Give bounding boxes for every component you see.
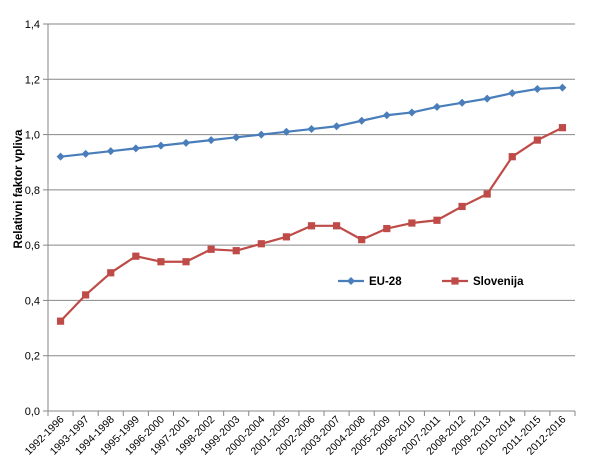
data-point [458, 98, 467, 107]
data-point [207, 245, 215, 253]
data-point [483, 190, 491, 198]
data-point [508, 89, 517, 98]
data-point [357, 116, 366, 125]
data-point [508, 153, 516, 161]
axes [43, 23, 576, 416]
y-tick-label: 0,0 [25, 406, 40, 418]
y-tick-label: 1,2 [25, 74, 40, 86]
data-point [182, 138, 191, 147]
data-point [332, 122, 341, 131]
data-point [307, 222, 316, 230]
data-point [282, 233, 291, 241]
data-point [483, 94, 492, 103]
series-1 [56, 83, 567, 161]
legend-label: EU-28 [369, 276, 402, 288]
data-point [82, 291, 90, 299]
x-tick-labels: 1992-19961993-19971994-19981995-19991996… [23, 414, 569, 458]
y-tick-label: 0,4 [25, 295, 40, 307]
y-tick-label: 0,2 [25, 351, 40, 363]
data-point [282, 127, 291, 136]
data-point [332, 222, 341, 230]
data-point [558, 124, 567, 132]
data-point [432, 102, 441, 111]
data-point [408, 219, 416, 227]
y-tick-labels: 0,0 0,2 0,4 0,6 0,8 1,0 1,2 1,4 [25, 19, 40, 418]
data-point [131, 144, 140, 153]
y-axis-label: Relativni faktor vpliva [13, 129, 25, 248]
data-point [533, 136, 541, 144]
data-point [106, 147, 115, 156]
data-point [533, 84, 542, 93]
legend: EU-28 Slovenija [338, 276, 524, 288]
data-point [433, 216, 441, 224]
series-2 [56, 124, 567, 325]
legend-item: Slovenija [442, 276, 524, 288]
data-point [207, 136, 216, 145]
data-point [156, 141, 165, 150]
data-point [232, 247, 240, 255]
legend-item: EU-28 [338, 276, 402, 288]
y-tick-label: 1,4 [25, 19, 40, 31]
data-point [257, 130, 266, 139]
legend-marker [347, 277, 355, 285]
data-point [257, 240, 265, 248]
data-point [56, 317, 65, 325]
data-point [132, 252, 140, 260]
data-point [407, 108, 416, 117]
data-point [458, 202, 466, 211]
data-point [307, 125, 316, 134]
legend-label: Slovenija [473, 276, 524, 288]
data-point [81, 149, 90, 158]
data-point [558, 83, 567, 92]
data-point [383, 224, 391, 233]
data-point [382, 111, 391, 120]
data-point [182, 258, 190, 266]
data-point [157, 258, 165, 266]
series-group [56, 83, 567, 325]
gridlines [48, 23, 575, 357]
legend-marker [451, 277, 459, 285]
y-tick-label: 0,8 [25, 185, 40, 197]
y-tick-label: 1,0 [25, 130, 40, 142]
data-point [56, 152, 65, 161]
data-point [358, 236, 366, 244]
y-tick-label: 0,6 [25, 240, 40, 252]
data-point [232, 133, 241, 142]
data-point [107, 269, 115, 277]
